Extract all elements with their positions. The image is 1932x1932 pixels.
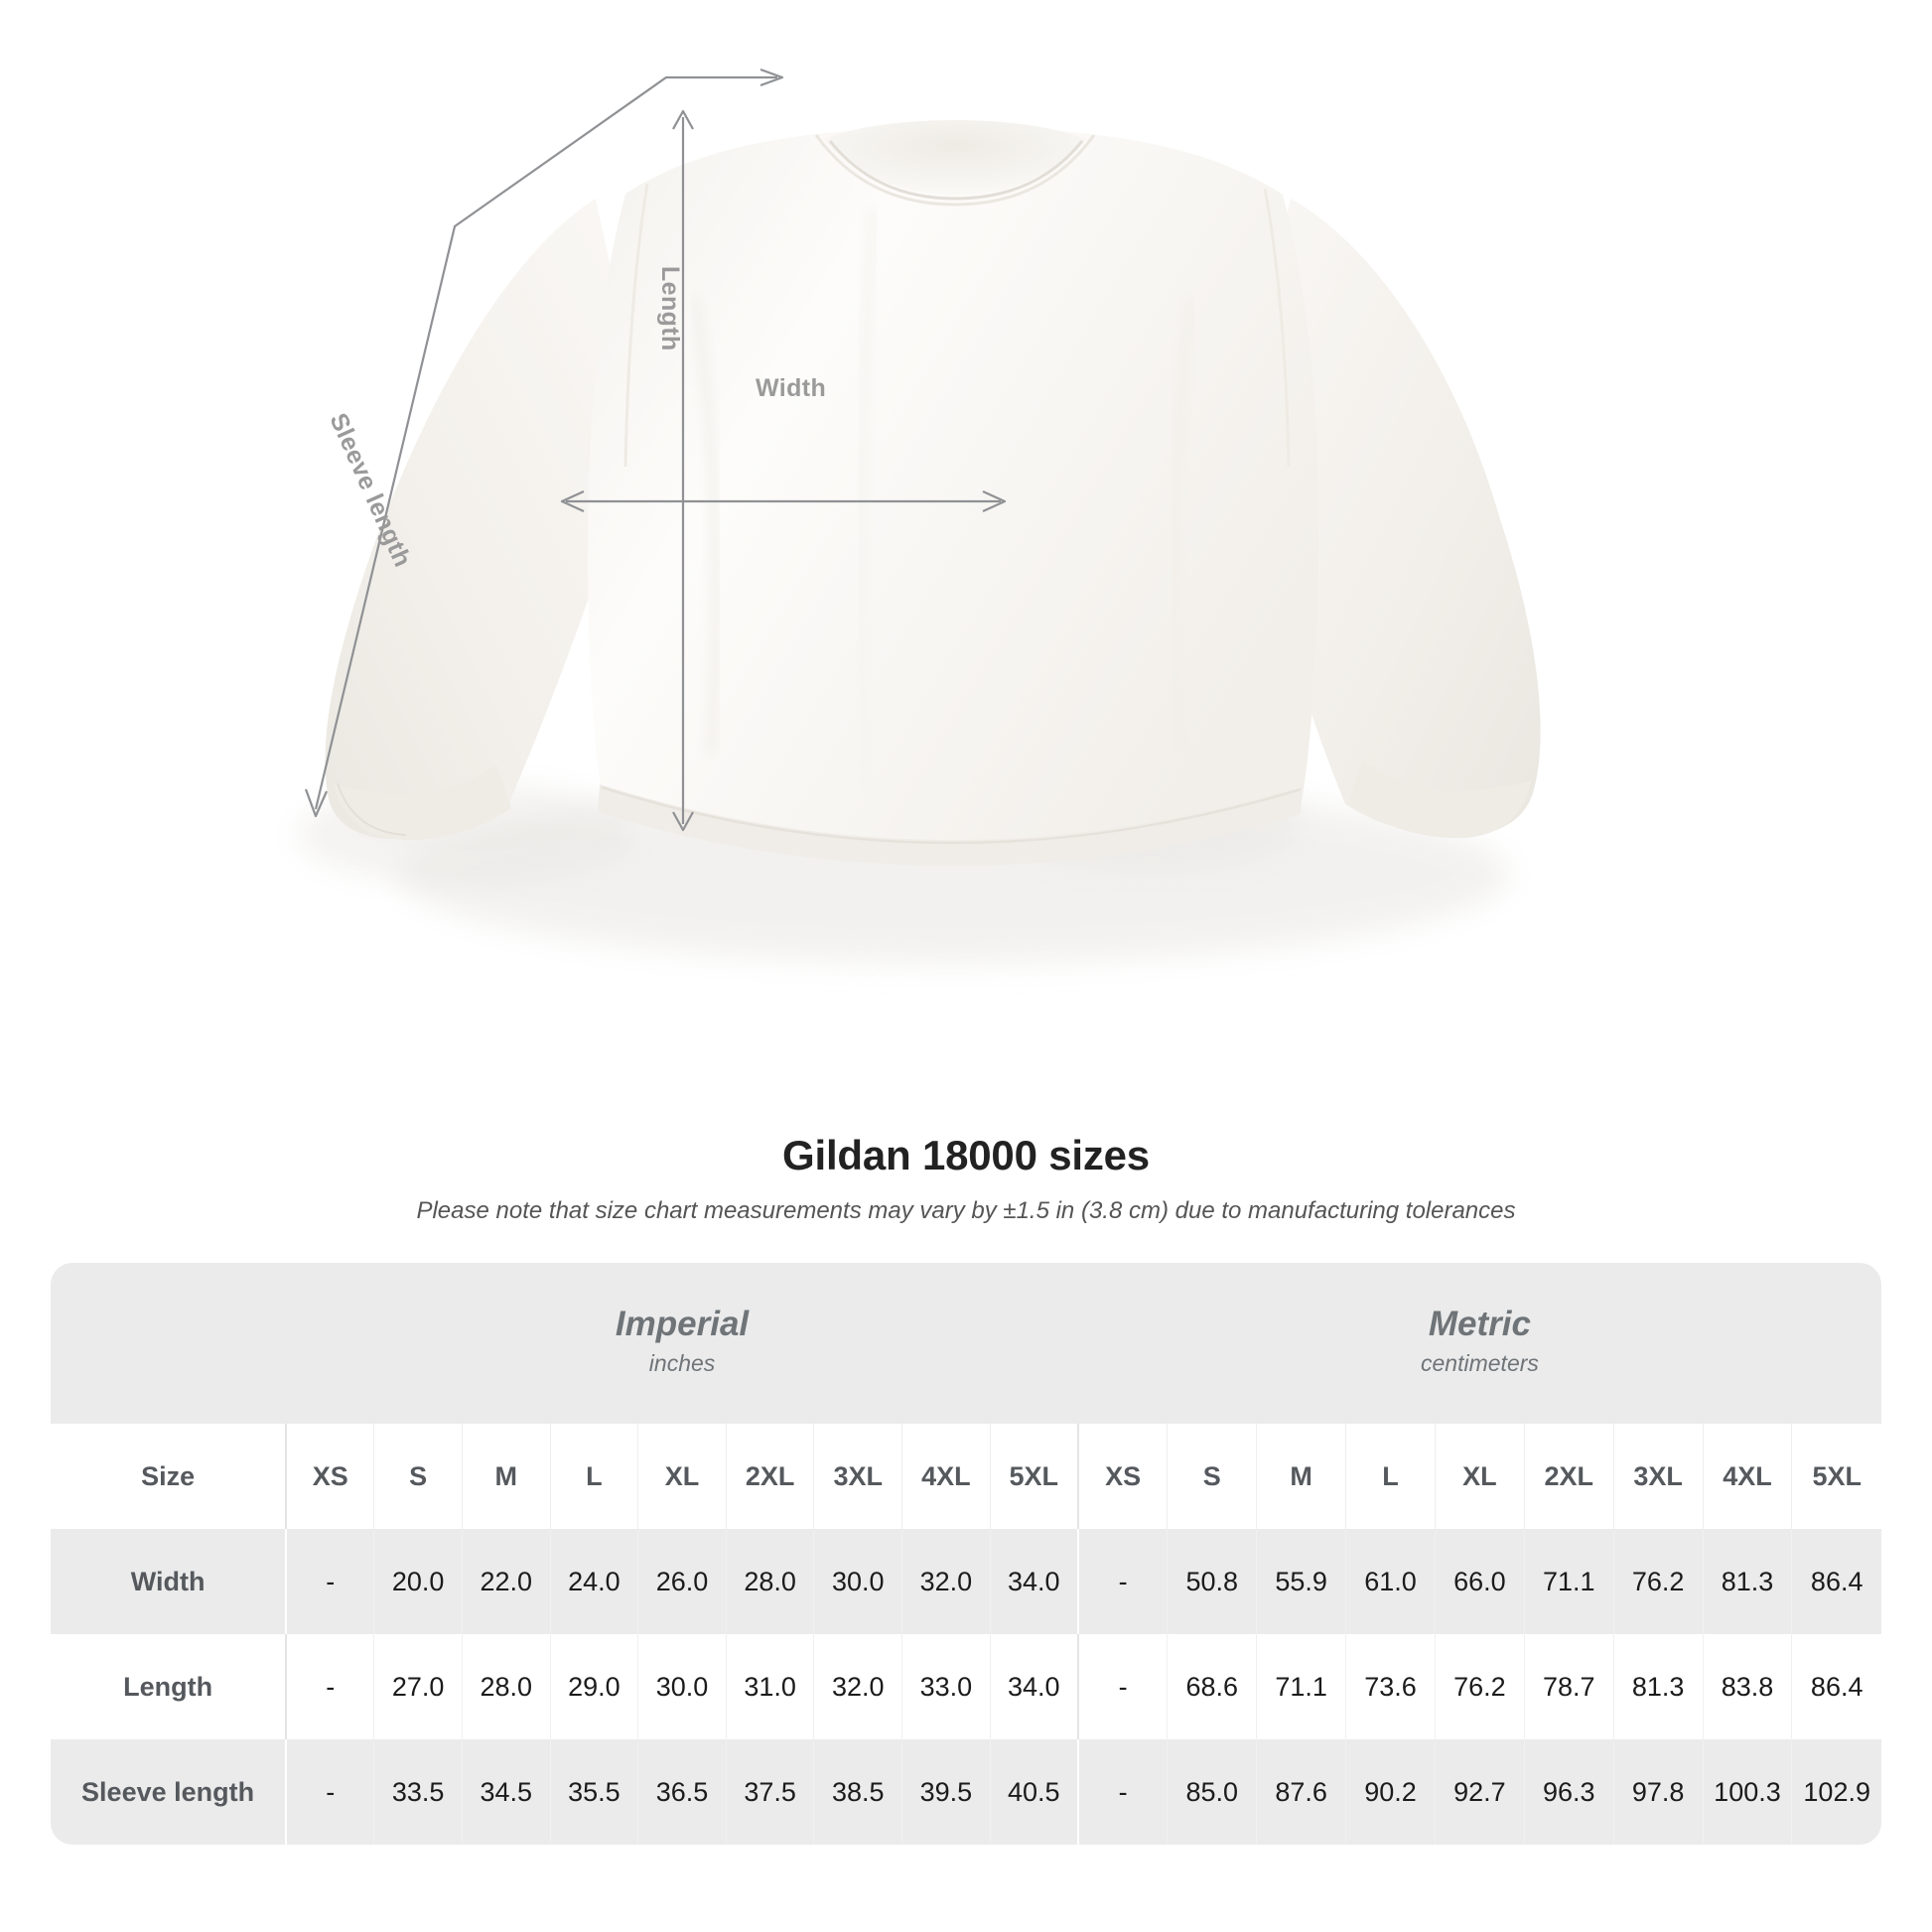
header-imperial-xl: XL — [637, 1424, 727, 1529]
cell-length-metric-s: 68.6 — [1167, 1634, 1258, 1739]
cell-sleeve-imperial-2xl: 37.5 — [726, 1739, 815, 1845]
header-size-label: Size — [51, 1424, 287, 1529]
product-photo-panel: Length Width Sleeve length — [298, 68, 1541, 963]
size-chart-table: Imperial inches Metric centimeters Size … — [51, 1263, 1881, 1845]
metric-system-header: Metric centimeters — [1077, 1263, 1881, 1424]
cell-sleeve-metric-xl: 92.7 — [1435, 1739, 1525, 1845]
cell-length-imperial-5xl: 34.0 — [990, 1634, 1079, 1739]
cell-sleeve-imperial-xs: - — [285, 1739, 375, 1845]
header-imperial-xs: XS — [285, 1424, 375, 1529]
row-label-length: Length — [51, 1634, 287, 1739]
sweatshirt-illustration — [298, 120, 1541, 963]
cell-length-imperial-xl: 30.0 — [637, 1634, 727, 1739]
cell-sleeve-metric-5xl: 102.9 — [1791, 1739, 1881, 1845]
chart-title-block: Gildan 18000 sizes Please note that size… — [0, 1132, 1932, 1225]
cell-width-imperial-xl: 26.0 — [637, 1529, 727, 1634]
cell-length-imperial-xs: - — [285, 1634, 375, 1739]
tolerance-note: Please note that size chart measurements… — [416, 1197, 1516, 1224]
cell-sleeve-metric-2xl: 96.3 — [1524, 1739, 1614, 1845]
table-row: Sleeve length - 33.5 34.5 35.5 36.5 37.5… — [51, 1739, 1881, 1845]
cell-sleeve-metric-xs: - — [1076, 1739, 1169, 1845]
cell-sleeve-metric-4xl: 100.3 — [1703, 1739, 1793, 1845]
cell-length-metric-2xl: 78.7 — [1524, 1634, 1614, 1739]
unit-band-spacer — [51, 1263, 287, 1424]
cell-width-metric-3xl: 76.2 — [1613, 1529, 1704, 1634]
header-metric-5xl: 5XL — [1791, 1424, 1881, 1529]
cell-sleeve-metric-3xl: 97.8 — [1613, 1739, 1704, 1845]
imperial-label: Imperial — [615, 1305, 750, 1344]
header-imperial-4xl: 4XL — [901, 1424, 991, 1529]
unit-system-band: Imperial inches Metric centimeters — [51, 1263, 1881, 1424]
header-metric-4xl: 4XL — [1703, 1424, 1793, 1529]
cell-length-metric-5xl: 86.4 — [1791, 1634, 1881, 1739]
page-title: Gildan 18000 sizes — [782, 1132, 1150, 1178]
metric-label: Metric — [1428, 1305, 1531, 1344]
cell-length-imperial-m: 28.0 — [462, 1634, 551, 1739]
header-metric-xs: XS — [1076, 1424, 1169, 1529]
length-annotation-label: Length — [656, 266, 684, 351]
cell-sleeve-imperial-s: 33.5 — [373, 1739, 463, 1845]
cell-sleeve-imperial-l: 35.5 — [550, 1739, 639, 1845]
header-imperial-5xl: 5XL — [990, 1424, 1079, 1529]
cell-length-imperial-3xl: 32.0 — [813, 1634, 903, 1739]
cell-length-metric-xs: - — [1076, 1634, 1169, 1739]
header-metric-s: S — [1167, 1424, 1258, 1529]
cell-width-imperial-m: 22.0 — [462, 1529, 551, 1634]
width-annotation-label: Width — [756, 374, 827, 402]
table-row: Width - 20.0 22.0 24.0 26.0 28.0 30.0 32… — [51, 1529, 1881, 1634]
header-metric-2xl: 2XL — [1524, 1424, 1614, 1529]
cell-length-metric-l: 73.6 — [1345, 1634, 1436, 1739]
cell-width-imperial-xs: - — [285, 1529, 375, 1634]
header-metric-xl: XL — [1435, 1424, 1525, 1529]
cell-sleeve-metric-m: 87.6 — [1256, 1739, 1347, 1845]
header-imperial-2xl: 2XL — [726, 1424, 815, 1529]
cell-width-imperial-s: 20.0 — [373, 1529, 463, 1634]
cell-length-metric-3xl: 81.3 — [1613, 1634, 1704, 1739]
cell-sleeve-metric-s: 85.0 — [1167, 1739, 1258, 1845]
cell-length-metric-xl: 76.2 — [1435, 1634, 1525, 1739]
cell-sleeve-metric-l: 90.2 — [1345, 1739, 1436, 1845]
cell-length-imperial-4xl: 33.0 — [901, 1634, 991, 1739]
cell-width-metric-m: 55.9 — [1256, 1529, 1347, 1634]
metric-unit: centimeters — [1421, 1349, 1539, 1376]
cell-width-imperial-4xl: 32.0 — [901, 1529, 991, 1634]
cell-width-metric-4xl: 81.3 — [1703, 1529, 1793, 1634]
cell-length-imperial-l: 29.0 — [550, 1634, 639, 1739]
row-label-width: Width — [51, 1529, 287, 1634]
cell-width-metric-l: 61.0 — [1345, 1529, 1436, 1634]
cell-width-imperial-2xl: 28.0 — [726, 1529, 815, 1634]
cell-width-imperial-3xl: 30.0 — [813, 1529, 903, 1634]
header-metric-m: M — [1256, 1424, 1347, 1529]
cell-sleeve-imperial-m: 34.5 — [462, 1739, 551, 1845]
cell-length-imperial-s: 27.0 — [373, 1634, 463, 1739]
imperial-unit: inches — [648, 1349, 716, 1376]
cell-width-metric-xs: - — [1076, 1529, 1169, 1634]
cell-sleeve-imperial-xl: 36.5 — [637, 1739, 727, 1845]
table-row: Length - 27.0 28.0 29.0 30.0 31.0 32.0 3… — [51, 1634, 1881, 1739]
cell-sleeve-imperial-3xl: 38.5 — [813, 1739, 903, 1845]
header-imperial-s: S — [373, 1424, 463, 1529]
cell-length-metric-m: 71.1 — [1256, 1634, 1347, 1739]
cell-width-metric-xl: 66.0 — [1435, 1529, 1525, 1634]
cell-length-metric-4xl: 83.8 — [1703, 1634, 1793, 1739]
cell-sleeve-imperial-4xl: 39.5 — [901, 1739, 991, 1845]
cell-width-metric-2xl: 71.1 — [1524, 1529, 1614, 1634]
cell-width-imperial-l: 24.0 — [550, 1529, 639, 1634]
header-imperial-l: L — [550, 1424, 639, 1529]
cell-sleeve-imperial-5xl: 40.5 — [990, 1739, 1079, 1845]
header-metric-3xl: 3XL — [1613, 1424, 1704, 1529]
header-imperial-3xl: 3XL — [813, 1424, 903, 1529]
cell-length-imperial-2xl: 31.0 — [726, 1634, 815, 1739]
cell-width-metric-s: 50.8 — [1167, 1529, 1258, 1634]
size-chart-table-container: Imperial inches Metric centimeters Size … — [51, 1263, 1881, 1845]
imperial-system-header: Imperial inches — [286, 1263, 1078, 1424]
cell-width-imperial-5xl: 34.0 — [990, 1529, 1079, 1634]
table-header-row: Size XS S M L XL 2XL 3XL 4XL 5XL XS S M … — [51, 1424, 1881, 1529]
header-metric-l: L — [1345, 1424, 1436, 1529]
row-label-sleeve-length: Sleeve length — [51, 1739, 287, 1845]
cell-width-metric-5xl: 86.4 — [1791, 1529, 1881, 1634]
header-imperial-m: M — [462, 1424, 551, 1529]
